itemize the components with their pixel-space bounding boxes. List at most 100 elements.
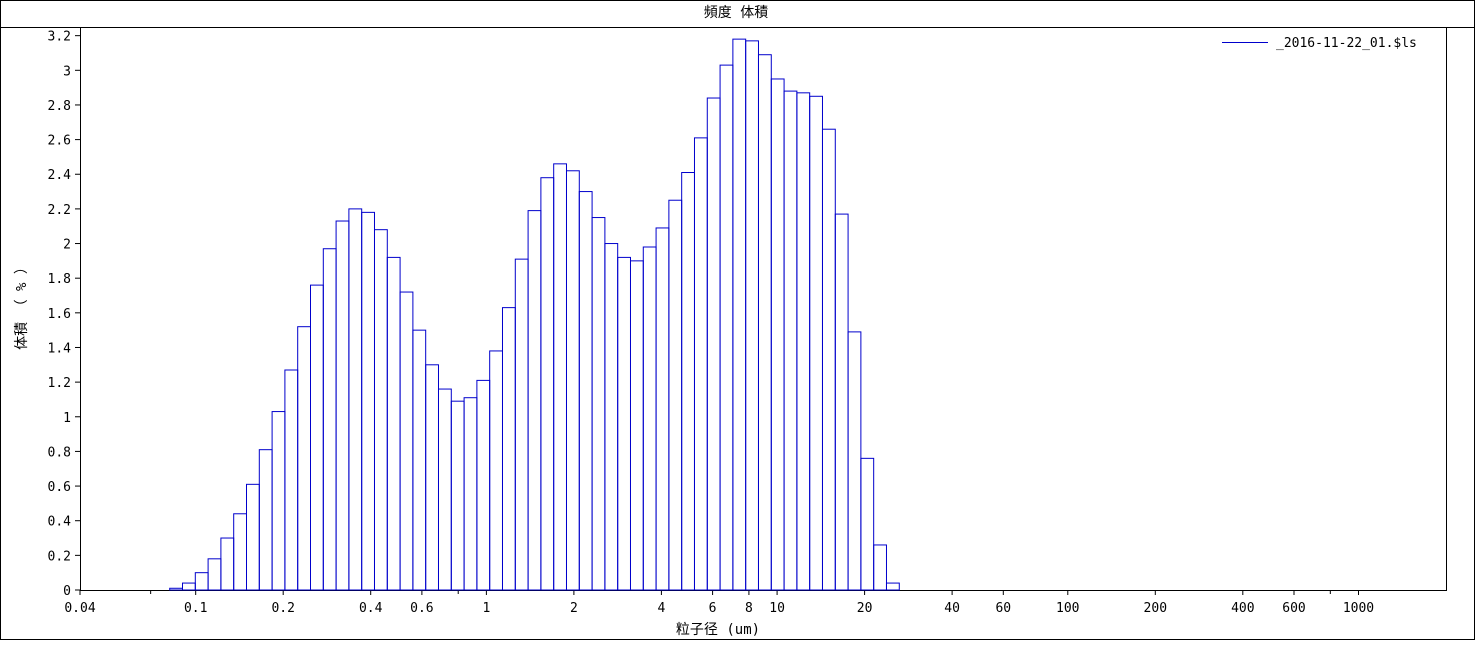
histogram-bar (796, 92, 811, 591)
histogram-bar (386, 256, 401, 591)
x-tick-label: 200 (1144, 601, 1167, 616)
y-tick-label: 2 (63, 238, 71, 253)
histogram-bar (399, 291, 414, 591)
histogram-bar (834, 213, 849, 591)
histogram-bar (719, 64, 734, 591)
histogram-bar (757, 54, 772, 591)
histogram-bar (501, 307, 516, 591)
x-tick-label: 100 (1056, 601, 1079, 616)
y-axis-ticks: 0 0.2 0.4 0.6 0.8 1 1.2 1.4 1.6 1.8 2 2.2 2.4 2.6 2.8 3… (48, 30, 80, 599)
histogram-bar (873, 544, 887, 591)
histogram-bar (681, 172, 695, 591)
histogram-bar (182, 582, 196, 591)
histogram-bar (310, 284, 324, 591)
histogram-bar (246, 483, 260, 591)
legend-label: _2016-11-22_01.$ls (1276, 36, 1417, 51)
histogram-bar (425, 364, 439, 591)
histogram-bar (732, 38, 747, 591)
histogram-bar (809, 95, 823, 591)
histogram-bar (463, 397, 478, 591)
histogram-bar (783, 90, 798, 591)
histogram-bar (514, 258, 529, 591)
x-tick-label: 600 (1282, 601, 1305, 616)
histogram-bar (668, 199, 683, 591)
histogram-bar (348, 208, 363, 591)
histogram-bar (437, 388, 452, 591)
histogram-bar (770, 78, 785, 591)
x-axis-label: 粒子径 (um) (676, 622, 760, 638)
histogram-bar (233, 513, 247, 591)
x-tick-label: 0.4 (359, 601, 383, 616)
y-tick-label: 1.4 (48, 341, 72, 356)
histogram-bar (629, 260, 644, 591)
histogram-bar (476, 379, 491, 591)
histogram-bar (220, 537, 235, 591)
y-tick-label: 0.4 (48, 515, 72, 530)
legend: _2016-11-22_01.$ls (1222, 36, 1417, 51)
chart-title: 頻度 体積 (704, 5, 768, 21)
histogram-bar (322, 248, 337, 591)
histogram-bar (617, 256, 631, 591)
histogram-bar (169, 587, 183, 591)
y-tick-label: 3 (63, 64, 71, 79)
x-tick-label: 0.6 (410, 601, 433, 616)
y-tick-label: 1.8 (48, 272, 71, 287)
x-tick-label: 1 (482, 601, 490, 616)
x-tick-label: 40 (944, 601, 960, 616)
histogram-bar (412, 329, 427, 591)
y-axis-label: 体積 （ % ） (14, 260, 30, 350)
histogram-bar (642, 246, 657, 591)
histogram-bar (885, 582, 900, 591)
histogram-bar (271, 411, 286, 591)
y-tick-label: 1 (63, 411, 71, 426)
y-tick-label: 2.2 (48, 203, 71, 218)
y-tick-label: 1.6 (48, 307, 71, 322)
x-tick-label: 0.1 (184, 601, 207, 616)
x-tick-label: 4 (657, 601, 665, 616)
histogram-bar (335, 220, 350, 591)
x-tick-label: 10 (769, 601, 785, 616)
histogram-bar (591, 217, 606, 591)
histogram-bar (194, 572, 209, 591)
x-tick-label: 0.04 (64, 601, 95, 616)
histogram-bar (527, 210, 542, 591)
histogram-bar (361, 211, 375, 591)
x-tick-label: 20 (857, 601, 873, 616)
y-tick-label: 2.4 (48, 168, 72, 183)
histogram-bar (847, 331, 862, 591)
x-tick-label: 6 (709, 601, 717, 616)
y-tick-label: 1.2 (48, 376, 71, 391)
x-tick-label: 60 (995, 601, 1011, 616)
histogram-bar (373, 229, 388, 591)
histogram-bar (706, 97, 721, 591)
histogram-bar (489, 350, 503, 591)
x-tick-label: 0.2 (271, 601, 294, 616)
histogram-bars (169, 38, 900, 591)
x-tick-label: 400 (1231, 601, 1254, 616)
histogram-bar (565, 170, 580, 591)
x-tick-label: 1000 (1343, 601, 1374, 616)
histogram-bar (553, 163, 567, 591)
histogram-bar (655, 227, 670, 591)
y-tick-label: 0.8 (48, 445, 71, 460)
histogram-bar (860, 457, 875, 591)
histogram-bar (258, 449, 273, 591)
y-tick-label: 0.6 (48, 480, 71, 495)
x-axis-ticks: 0.04 0.1 0.2 0.4 0.6 1 2 4 6 8 10 20 40 60 100 200 400 60… (64, 590, 1374, 616)
y-tick-label: 3.2 (48, 30, 71, 45)
histogram-bar (540, 177, 555, 591)
histogram-bar (604, 243, 619, 591)
histogram-bar (450, 400, 465, 591)
histogram-bar (207, 558, 222, 591)
y-tick-label: 0.2 (48, 549, 71, 564)
histogram-bar (578, 191, 593, 591)
histogram-bar (297, 326, 312, 591)
y-tick-label: 2.8 (48, 99, 71, 114)
x-tick-label: 8 (745, 601, 753, 616)
x-tick-label: 2 (570, 601, 578, 616)
histogram-bar (693, 137, 708, 591)
y-tick-label: 0 (63, 584, 71, 599)
